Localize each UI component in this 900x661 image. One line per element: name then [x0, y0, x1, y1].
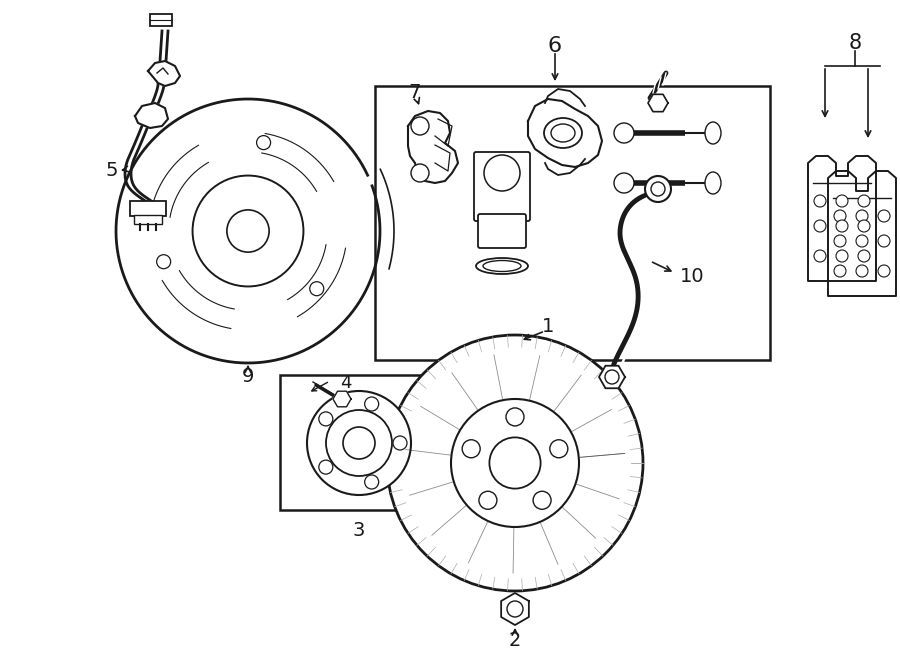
Circle shape	[507, 601, 523, 617]
Circle shape	[614, 123, 634, 143]
Circle shape	[856, 265, 868, 277]
Circle shape	[387, 335, 643, 591]
Circle shape	[836, 250, 848, 262]
Circle shape	[858, 250, 870, 262]
Circle shape	[506, 408, 524, 426]
Text: 8: 8	[849, 33, 861, 53]
Text: 2: 2	[508, 631, 521, 650]
Circle shape	[605, 370, 619, 384]
Circle shape	[484, 155, 520, 191]
Circle shape	[834, 210, 846, 222]
Circle shape	[319, 460, 333, 474]
Ellipse shape	[551, 124, 575, 142]
Circle shape	[479, 491, 497, 509]
Circle shape	[836, 220, 848, 232]
FancyBboxPatch shape	[474, 152, 530, 221]
Circle shape	[814, 195, 826, 207]
Polygon shape	[828, 171, 896, 296]
Bar	[134, 215, 162, 224]
Polygon shape	[333, 391, 351, 407]
Circle shape	[411, 164, 429, 182]
Text: 5: 5	[106, 161, 118, 180]
Circle shape	[343, 427, 375, 459]
Bar	[375, 86, 770, 360]
Circle shape	[651, 182, 665, 196]
Circle shape	[157, 254, 171, 269]
Polygon shape	[148, 61, 180, 86]
Ellipse shape	[705, 172, 721, 194]
Circle shape	[319, 412, 333, 426]
Text: 4: 4	[340, 374, 352, 392]
Circle shape	[533, 491, 551, 509]
Circle shape	[193, 176, 303, 286]
Circle shape	[326, 410, 392, 476]
Ellipse shape	[705, 122, 721, 144]
Bar	[150, 14, 172, 26]
Circle shape	[490, 438, 541, 488]
Circle shape	[393, 436, 407, 450]
Bar	[130, 201, 166, 216]
Circle shape	[645, 176, 671, 202]
Circle shape	[451, 399, 579, 527]
Circle shape	[463, 440, 481, 458]
Polygon shape	[808, 156, 876, 281]
Ellipse shape	[544, 118, 582, 148]
Polygon shape	[135, 103, 168, 128]
Text: 9: 9	[242, 366, 254, 385]
Circle shape	[307, 391, 411, 495]
Circle shape	[614, 173, 634, 193]
Circle shape	[364, 397, 379, 411]
Circle shape	[814, 250, 826, 262]
Circle shape	[856, 235, 868, 247]
Text: 1: 1	[542, 317, 554, 336]
Circle shape	[227, 210, 269, 252]
Text: 6: 6	[548, 36, 562, 56]
Circle shape	[836, 195, 848, 207]
Polygon shape	[648, 95, 668, 112]
Circle shape	[858, 220, 870, 232]
Circle shape	[814, 220, 826, 232]
Circle shape	[856, 210, 868, 222]
Circle shape	[858, 195, 870, 207]
Circle shape	[256, 136, 271, 149]
Circle shape	[878, 235, 890, 247]
Bar	[280, 375, 438, 510]
Text: 10: 10	[680, 266, 705, 286]
Circle shape	[310, 282, 324, 295]
Text: 3: 3	[353, 522, 365, 541]
Circle shape	[834, 265, 846, 277]
Polygon shape	[408, 111, 458, 183]
Polygon shape	[599, 366, 625, 388]
Circle shape	[834, 235, 846, 247]
Polygon shape	[528, 99, 602, 167]
Ellipse shape	[476, 258, 528, 274]
Circle shape	[878, 265, 890, 277]
FancyBboxPatch shape	[478, 214, 526, 248]
Circle shape	[364, 475, 379, 489]
Circle shape	[878, 210, 890, 222]
Polygon shape	[501, 593, 529, 625]
Ellipse shape	[483, 260, 521, 272]
Circle shape	[411, 117, 429, 135]
Circle shape	[550, 440, 568, 458]
Text: 7: 7	[409, 83, 421, 102]
